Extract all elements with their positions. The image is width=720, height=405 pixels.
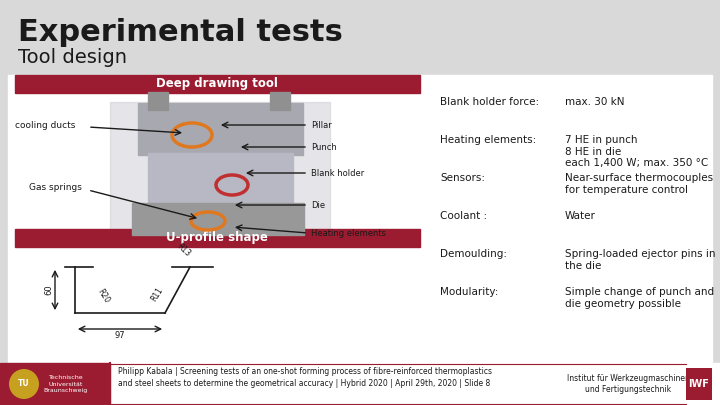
Text: 60: 60 [45, 285, 53, 295]
Text: U-profile shape: U-profile shape [166, 232, 268, 245]
Text: Modularity:: Modularity: [440, 287, 498, 297]
Text: Blank holder: Blank holder [311, 168, 364, 177]
Bar [138, 103, 303, 155]
Text: 7 HE in punch
8 HE in die
each 1,400 W; max. 350 °C: 7 HE in punch 8 HE in die each 1,400 W; … [565, 135, 708, 168]
Text: Water: Water [565, 211, 596, 221]
Text: Pillar: Pillar [311, 121, 332, 130]
Text: Tool design: Tool design [18, 48, 127, 67]
Bar [0, 363, 110, 405]
Bar [132, 203, 304, 235]
Text: Heating elements:: Heating elements: [440, 135, 536, 145]
Text: Institut für Werkzeugmaschinen
und Fertigungstechnik: Institut für Werkzeugmaschinen und Ferti… [567, 373, 690, 394]
Bar [15, 75, 420, 93]
Text: cooling ducts: cooling ducts [15, 121, 75, 130]
Bar [270, 92, 290, 110]
Text: Simple change of punch and
die geometry possible: Simple change of punch and die geometry … [565, 287, 714, 309]
Text: IWF: IWF [688, 379, 709, 389]
Text: Technische
Universität
Braunschweig: Technische Universität Braunschweig [44, 375, 88, 393]
Bar [8, 75, 712, 363]
Text: R11: R11 [149, 286, 165, 303]
Text: max. 30 kN: max. 30 kN [565, 97, 624, 107]
Text: 97: 97 [114, 330, 125, 339]
Text: Philipp Kabala | Screening tests of an one-shot forming process of fibre-reinfor: Philipp Kabala | Screening tests of an o… [118, 367, 492, 388]
Text: Spring-loaded ejector pins in
the die: Spring-loaded ejector pins in the die [565, 249, 716, 271]
Text: R13: R13 [174, 242, 192, 259]
Text: Coolant :: Coolant : [440, 211, 487, 221]
Text: Punch: Punch [311, 143, 337, 151]
Bar [686, 368, 712, 400]
Bar [148, 92, 168, 110]
Text: Blank holder force:: Blank holder force: [440, 97, 539, 107]
Text: Experimental tests: Experimental tests [18, 18, 343, 47]
Text: R20: R20 [95, 288, 111, 305]
Text: Near-surface thermocouples
for temperature control: Near-surface thermocouples for temperatu… [565, 173, 713, 194]
Text: Gas springs: Gas springs [29, 183, 81, 192]
Bar [110, 102, 330, 237]
Text: Die: Die [311, 200, 325, 209]
Bar [15, 229, 420, 247]
Bar [0, 363, 720, 405]
Text: Deep drawing tool: Deep drawing tool [156, 77, 278, 90]
Text: Heating elements: Heating elements [311, 228, 386, 237]
Bar [148, 153, 293, 205]
Text: TU: TU [18, 379, 30, 388]
Text: Demoulding:: Demoulding: [440, 249, 507, 259]
Text: Sensors:: Sensors: [440, 173, 485, 183]
Bar [0, 0, 720, 73]
Circle shape [9, 369, 39, 399]
